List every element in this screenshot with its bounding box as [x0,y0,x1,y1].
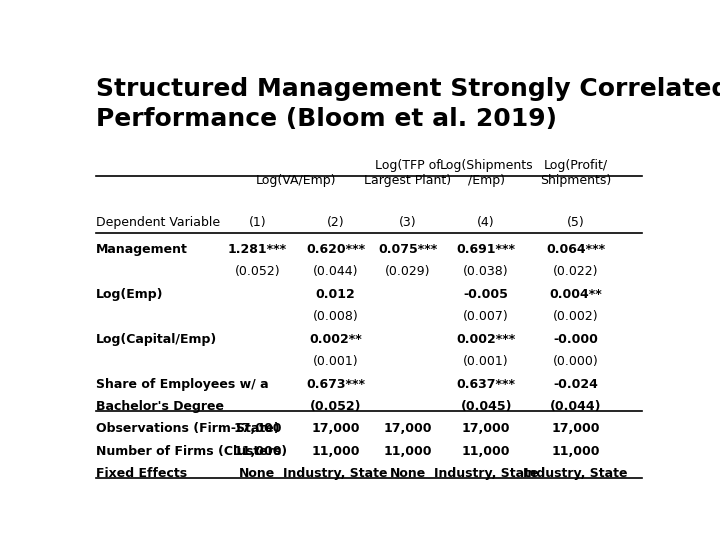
Text: 0.075***: 0.075*** [379,243,438,256]
Text: (0.044): (0.044) [549,400,601,413]
Text: -0.005: -0.005 [464,288,508,301]
Text: Dependent Variable: Dependent Variable [96,216,220,229]
Text: (0.052): (0.052) [310,400,361,413]
Text: (0.044): (0.044) [312,265,359,278]
Text: 11,000: 11,000 [311,445,360,458]
Text: Structured Management Strongly Correlated with
Performance (Bloom et al. 2019): Structured Management Strongly Correlate… [96,77,720,131]
Text: 0.637***: 0.637*** [456,377,516,390]
Text: (0.001): (0.001) [312,355,359,368]
Text: (0.000): (0.000) [552,355,598,368]
Text: 0.691***: 0.691*** [456,243,516,256]
Text: (0.029): (0.029) [385,265,431,278]
Text: Fixed Effects: Fixed Effects [96,468,186,481]
Text: Number of Firms (Clusters): Number of Firms (Clusters) [96,445,287,458]
Text: Observations (Firm-State): Observations (Firm-State) [96,422,279,435]
Text: 0.012: 0.012 [315,288,356,301]
Text: (0.022): (0.022) [553,265,598,278]
Text: (0.038): (0.038) [464,265,509,278]
Text: (4): (4) [477,216,495,229]
Text: (0.045): (0.045) [460,400,512,413]
Text: Industry, State: Industry, State [434,468,539,481]
Text: 11,000: 11,000 [233,445,282,458]
Text: (0.007): (0.007) [463,310,509,323]
Text: None: None [239,468,276,481]
Text: Share of Employees w/ a: Share of Employees w/ a [96,377,269,390]
Text: 0.620***: 0.620*** [306,243,365,256]
Text: Log(Emp): Log(Emp) [96,288,163,301]
Text: Log(TFP of
Largest Plant): Log(TFP of Largest Plant) [364,159,451,187]
Text: 0.004**: 0.004** [549,288,602,301]
Text: -0.024: -0.024 [553,377,598,390]
Text: 11,000: 11,000 [384,445,432,458]
Text: 17,000: 17,000 [384,422,432,435]
Text: (0.052): (0.052) [235,265,280,278]
Text: 11,000: 11,000 [462,445,510,458]
Text: (3): (3) [400,216,417,229]
Text: None: None [390,468,426,481]
Text: (0.001): (0.001) [464,355,509,368]
Text: Log(Profit/
Shipments): Log(Profit/ Shipments) [540,159,611,187]
Text: -0.000: -0.000 [553,333,598,346]
Text: 0.064***: 0.064*** [546,243,605,256]
Text: (0.008): (0.008) [312,310,359,323]
Text: 17,000: 17,000 [462,422,510,435]
Text: (5): (5) [567,216,585,229]
Text: Log(Capital/Emp): Log(Capital/Emp) [96,333,217,346]
Text: 17,000: 17,000 [552,422,600,435]
Text: 0.002***: 0.002*** [456,333,516,346]
Text: Log(VA/Emp): Log(VA/Emp) [256,174,337,187]
Text: 0.673***: 0.673*** [306,377,365,390]
Text: Industry, State: Industry, State [523,468,628,481]
Text: Management: Management [96,243,187,256]
Text: (1): (1) [248,216,266,229]
Text: (0.002): (0.002) [553,310,598,323]
Text: (2): (2) [327,216,344,229]
Text: 17,000: 17,000 [233,422,282,435]
Text: 1.281***: 1.281*** [228,243,287,256]
Text: 11,000: 11,000 [552,445,600,458]
Text: Bachelor's Degree: Bachelor's Degree [96,400,224,413]
Text: Industry, State: Industry, State [283,468,388,481]
Text: 17,000: 17,000 [311,422,360,435]
Text: Log(Shipments
/Emp): Log(Shipments /Emp) [439,159,533,187]
Text: 0.002**: 0.002** [309,333,362,346]
